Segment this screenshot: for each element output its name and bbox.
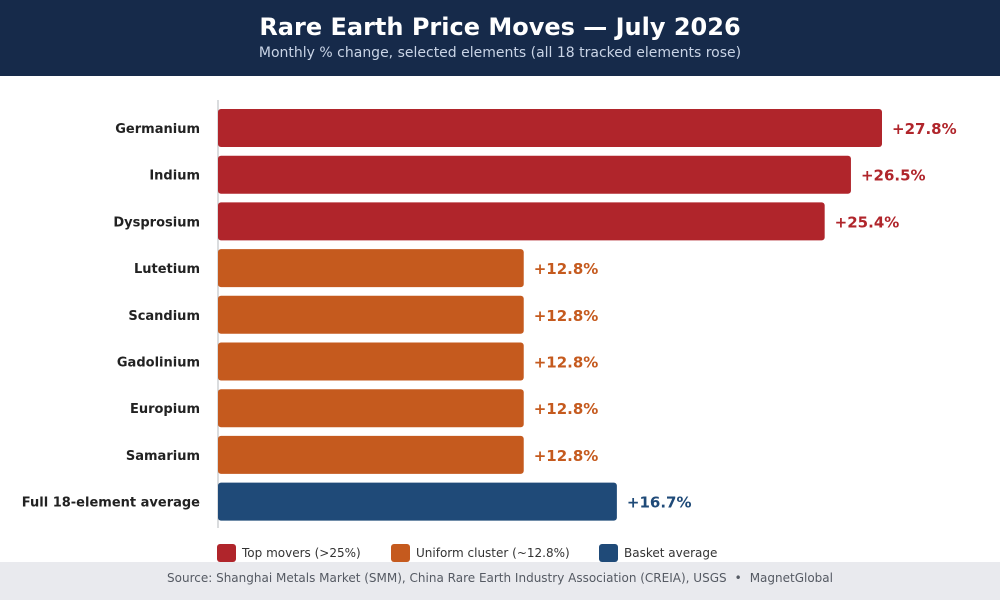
bar [218, 109, 882, 147]
category-label: Samarium [126, 449, 200, 464]
category-label: Europium [130, 402, 200, 417]
category-label: Indium [149, 169, 200, 184]
bar [218, 342, 524, 381]
value-label: +12.8% [534, 354, 599, 372]
category-label: Germanium [115, 122, 200, 137]
brand-text: MagnetGlobal [749, 571, 833, 585]
chart-header: Rare Earth Price Moves — July 2026 Month… [0, 0, 1000, 76]
bar [218, 155, 851, 194]
category-label: Scandium [128, 309, 200, 324]
bar [218, 202, 825, 241]
legend-label: Basket average [624, 546, 718, 560]
legend-label: Top movers (>25%) [242, 546, 361, 560]
footer-separator: • [734, 571, 742, 585]
value-label: +12.8% [534, 400, 599, 418]
legend-swatch [217, 544, 236, 562]
value-label: +27.8% [892, 120, 957, 138]
category-label: Dysprosium [113, 215, 200, 230]
category-label: Full 18-element average [22, 496, 200, 511]
legend-swatch [391, 544, 410, 562]
legend-label: Uniform cluster (~12.8%) [416, 546, 570, 560]
source-footer: Source: Shanghai Metals Market (SMM), Ch… [0, 562, 1000, 600]
value-label: +16.7% [627, 494, 692, 512]
legend-swatch [599, 544, 618, 562]
bar [218, 482, 617, 521]
category-label: Lutetium [134, 262, 200, 277]
bar [218, 295, 524, 334]
value-label: +26.5% [861, 167, 926, 185]
bar [218, 389, 524, 428]
chart-subtitle: Monthly % change, selected elements (all… [258, 45, 742, 61]
legend-item-average: Basket average [599, 544, 717, 562]
legend-item-top: Top movers (>25%) [217, 544, 361, 562]
value-label: +12.8% [534, 307, 599, 325]
bar [218, 249, 524, 288]
source-text: Source: Shanghai Metals Market (SMM), Ch… [167, 571, 727, 585]
bar [218, 435, 524, 474]
value-label: +12.8% [534, 260, 599, 278]
category-label: Gadolinium [117, 356, 200, 371]
chart-title: Rare Earth Price Moves — July 2026 [259, 13, 741, 41]
legend-item-cluster: Uniform cluster (~12.8%) [391, 544, 570, 562]
value-label: +12.8% [534, 447, 599, 465]
value-label: +25.4% [835, 213, 900, 231]
